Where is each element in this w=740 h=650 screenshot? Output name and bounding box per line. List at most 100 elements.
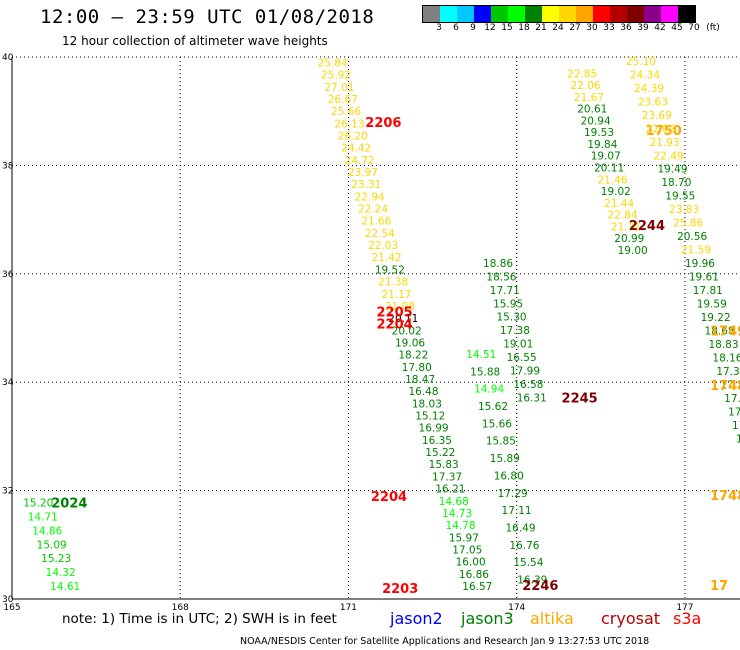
wave-height-value: 16.80 (494, 470, 524, 482)
color-swatch (508, 6, 525, 22)
pass-time-label: 2203 (382, 582, 418, 597)
wave-height-value: 22.24 (358, 204, 388, 216)
wave-height-value: 21.44 (604, 198, 634, 210)
color-swatch (474, 6, 491, 22)
wave-height-value: 19.22 (701, 312, 731, 324)
wave-height-value: 26.67 (328, 94, 358, 106)
wave-height-value: 15.54 (513, 557, 543, 569)
color-swatch (627, 6, 644, 22)
wave-height-value: 19.49 (657, 164, 687, 176)
color-swatch (525, 6, 542, 22)
wave-height-value: 14.68 (439, 496, 469, 508)
color-scale-label: 30 (586, 23, 598, 33)
wave-height-value: 17.38 (500, 325, 530, 337)
wave-height-value: 16.76 (509, 540, 539, 552)
wave-height-value: 19.61 (689, 272, 719, 284)
x-tick-label: 171 (340, 603, 357, 613)
wave-height-value: 14.51 (466, 349, 496, 361)
wave-height-value: 24.39 (634, 83, 664, 95)
legend-cryosat: cryosat (601, 609, 661, 628)
wave-height-value: 24.34 (630, 69, 660, 81)
wave-height-value: 26.13 (334, 118, 364, 130)
wave-height-value: 17.29 (498, 488, 528, 500)
wave-height-value: 20.02 (392, 325, 422, 337)
wave-height-value: 18.68 (705, 326, 735, 338)
wave-height-value: 14.73 (442, 508, 472, 520)
wave-height-value: 15.88 (470, 366, 500, 378)
wave-height-value: 17.05 (452, 544, 482, 556)
legend-jason2: jason2 (390, 609, 443, 628)
x-tick-label: 174 (508, 603, 525, 613)
wave-height-value: 23.31 (351, 179, 381, 191)
wave-height-value: 15.20 (23, 498, 53, 510)
color-scale-label: (ft) (706, 23, 720, 33)
pass-time-label: 2204 (371, 490, 407, 505)
color-scale-label: 24 (552, 23, 564, 33)
wave-height-value: 14.94 (474, 384, 504, 396)
wave-height-value: 18.16 (712, 353, 740, 365)
wave-height-value: 25.66 (331, 106, 361, 118)
x-tick-label: 177 (676, 603, 693, 613)
wave-height-value: 19.55 (665, 191, 695, 203)
chart-title: 12:00 – 23:59 UTC 01/08/2018 (40, 6, 375, 28)
wave-height-value: 21.93 (650, 137, 680, 149)
wave-height-value: 15.12 (415, 411, 445, 423)
wave-height-value: 22.54 (365, 228, 395, 240)
x-tick-label: 168 (172, 603, 189, 613)
wave-height-value: 18.86 (483, 258, 513, 270)
wave-height-value: 19.07 (591, 151, 621, 163)
color-swatch (559, 6, 576, 22)
wave-height-value: 22.94 (355, 191, 385, 203)
wave-height-value: 19.52 (375, 264, 405, 276)
wave-height-value: 14.86 (32, 525, 62, 537)
wave-height-value: 17.99 (510, 365, 540, 377)
color-swatch (457, 6, 474, 22)
wave-height-value: 15.30 (497, 312, 527, 324)
wave-height-value: 16.86 (459, 569, 489, 581)
color-scale-label: 21 (535, 23, 547, 33)
wave-height-value: 15.22 (425, 447, 455, 459)
wave-height-value: 20.99 (614, 233, 644, 245)
wave-height-value: 27.01 (324, 82, 354, 94)
wave-height-value: 25.84 (318, 57, 348, 69)
color-swatch (644, 6, 661, 22)
color-scale-label: 15 (501, 23, 513, 33)
wave-height-value: 17.80 (402, 362, 432, 374)
color-swatch (593, 6, 610, 22)
pass-time-label: 2244 (629, 219, 665, 234)
wave-height-value: 23.97 (348, 167, 378, 179)
wave-height-value: 23.83 (669, 204, 699, 216)
color-swatch (678, 6, 695, 22)
color-scale-label: 33 (603, 23, 615, 33)
wave-height-value: 19.01 (503, 339, 533, 351)
color-scale-label: 6 (453, 23, 459, 33)
wave-height-value: 20.61 (577, 104, 607, 116)
wave-height-value: 17.81 (693, 285, 723, 297)
wave-height-value: 26.20 (338, 130, 368, 142)
wave-height-value: 16.31 (517, 392, 547, 404)
pass-time-label: 1749 (710, 325, 740, 340)
wave-height-value: 18.22 (398, 350, 428, 362)
pass-time-label: 2246 (522, 579, 558, 594)
wave-height-value: 23.69 (642, 110, 672, 122)
wave-height-value: 16.21 (435, 484, 465, 496)
wave-height-value: 16.49 (505, 522, 535, 534)
wave-height-value: 21.66 (361, 216, 391, 228)
wave-height-value: 21.46 (597, 174, 627, 186)
wave-height-value: 15.97 (449, 532, 479, 544)
y-tick-label: 36 (2, 270, 14, 280)
wave-height-value: 25.86 (673, 218, 703, 230)
wave-height-value: 17.11 (502, 505, 532, 517)
y-tick-label: 32 (2, 487, 13, 497)
color-swatch (661, 6, 678, 22)
wave-height-value: 17.99 (724, 393, 740, 405)
wave-height-value: 16.57 (462, 581, 492, 593)
wave-height-value: 24.72 (345, 155, 375, 167)
pass-time-label: 2204 (377, 318, 413, 333)
color-scale-label: 39 (637, 23, 649, 33)
wave-height-value: 25.92 (321, 70, 351, 82)
wave-height-value: 18.03 (412, 398, 442, 410)
wave-height-value: 22.03 (368, 240, 398, 252)
